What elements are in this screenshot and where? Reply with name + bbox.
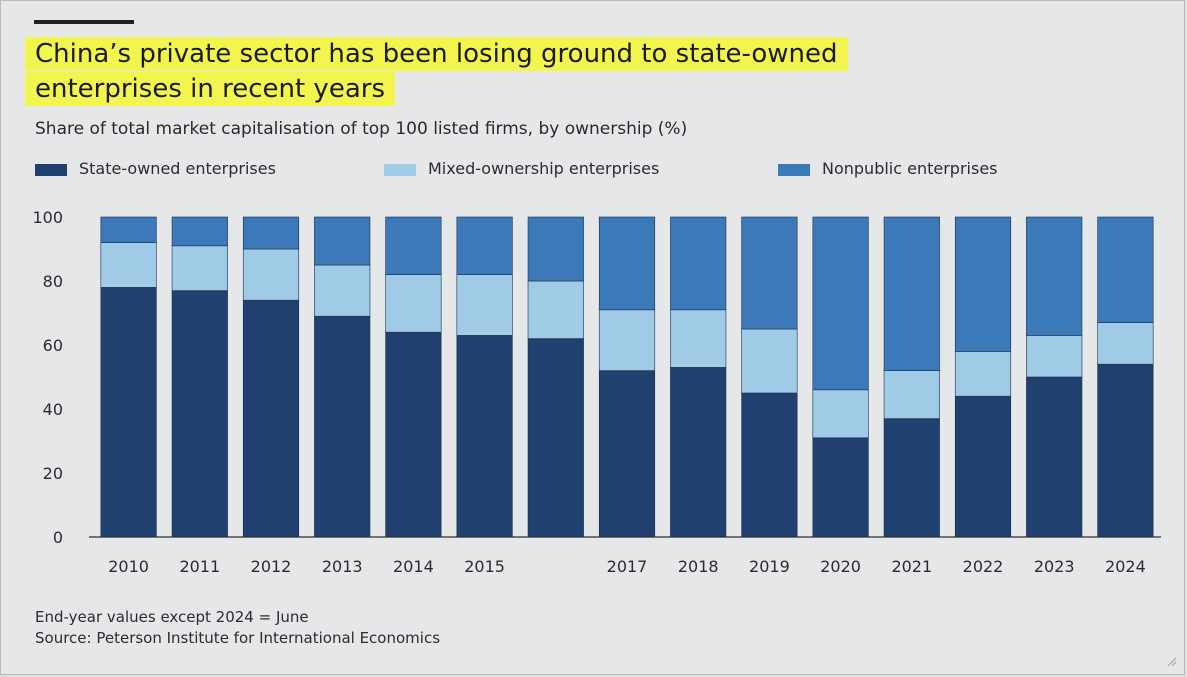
bar-segment-mixed [171,245,228,291]
y-tick-label: 60 [43,336,63,355]
x-tick-label: 2022 [963,557,1004,576]
bar-segment-soe [242,299,300,538]
x-tick-label: 2024 [1105,557,1146,576]
x-tick-label: 2017 [607,557,648,576]
bar-segment-nonpublic [385,216,442,275]
bar-segment-soe [1026,376,1083,538]
bar-segment-mixed [598,309,656,371]
chart-title-line-2: enterprises in recent years [25,72,395,106]
y-tick-label: 40 [43,400,63,419]
bar-segment-soe [670,367,727,538]
bar-segment-nonpublic [242,216,300,250]
bar-segment-mixed [1026,335,1083,378]
stacked-bar-chart: 0 20 40 60 80 100 2010 2011 2012 2013 2014 2015 2017… [32,208,1161,576]
legend-swatch-soe [35,164,67,176]
x-tick-label: 2011 [179,557,220,576]
bar-segment-soe [812,437,869,538]
x-tick-label: 2012 [251,557,292,576]
bar-segment-soe [1097,363,1154,538]
bar-segment-soe [100,287,157,538]
x-tick-label: 2013 [322,557,363,576]
bar-segment-mixed [954,351,1012,397]
bar-segment-nonpublic [171,216,228,247]
bar-segment-nonpublic [527,216,584,282]
bar-segment-soe [954,395,1012,538]
bar-segment-soe [741,392,798,538]
footnote-source: Source: Peterson Institute for Internati… [35,629,441,647]
x-tick-label: 2014 [393,557,434,576]
bar-segment-mixed [1097,322,1154,365]
bar-segment-soe [598,370,656,538]
bar-segment-nonpublic [100,216,157,243]
chart-title-line-1: China’s private sector has been losing g… [25,37,848,71]
bar-segment-soe [883,418,940,538]
footnote-note: End-year values except 2024 = June [35,608,309,626]
resize-grip-icon [1167,657,1176,666]
bar-segment-nonpublic [1097,216,1154,323]
x-tick-label: 2018 [678,557,719,576]
x-tick-label: 2019 [749,557,790,576]
legend-swatch-mixed [384,164,416,176]
x-tick-label: 2020 [820,557,861,576]
bar-segment-nonpublic [1026,216,1083,336]
chart-subtitle: Share of total market capitalisation of … [35,119,688,139]
legend-label-mixed: Mixed-ownership enterprises [428,159,660,178]
legend-label-nonpublic: Nonpublic enterprises [822,159,998,178]
bar-segment-soe [385,331,442,538]
bar-segment-mixed [883,370,940,419]
top-rule [34,20,134,24]
bar-segment-nonpublic [456,216,513,275]
y-tick-label: 100 [32,208,63,227]
bar-segment-soe [314,315,371,538]
bar-segment-mixed [741,328,798,394]
legend-label-soe: State-owned enterprises [79,159,276,178]
bar-segment-nonpublic [314,216,371,266]
bar-segment-mixed [527,280,584,339]
y-tick-label: 80 [43,272,63,291]
bar-segment-nonpublic [812,216,869,391]
bar-segment-nonpublic [883,216,940,371]
y-tick-label: 20 [43,464,63,483]
bar-segment-nonpublic [954,216,1012,352]
x-tick-label: 2021 [891,557,932,576]
bar-segment-mixed [385,274,442,333]
bar-segment-mixed [456,274,513,336]
legend-swatch-nonpublic [778,164,810,176]
bar-segment-mixed [670,309,727,368]
bar-segment-nonpublic [670,216,727,311]
bar-segment-mixed [242,248,300,301]
bar-segment-mixed [314,264,371,317]
bar-segment-mixed [812,389,869,439]
bar-segment-soe [456,335,513,538]
bar-segment-mixed [100,242,157,288]
y-tick-label: 0 [53,528,63,547]
bar-segment-nonpublic [598,216,656,311]
bar-segment-soe [171,290,228,538]
x-tick-label: 2023 [1034,557,1075,576]
bar-segment-nonpublic [741,216,798,330]
x-tick-label: 2015 [464,557,505,576]
bar-segment-soe [527,338,584,538]
x-tick-label: 2010 [108,557,149,576]
